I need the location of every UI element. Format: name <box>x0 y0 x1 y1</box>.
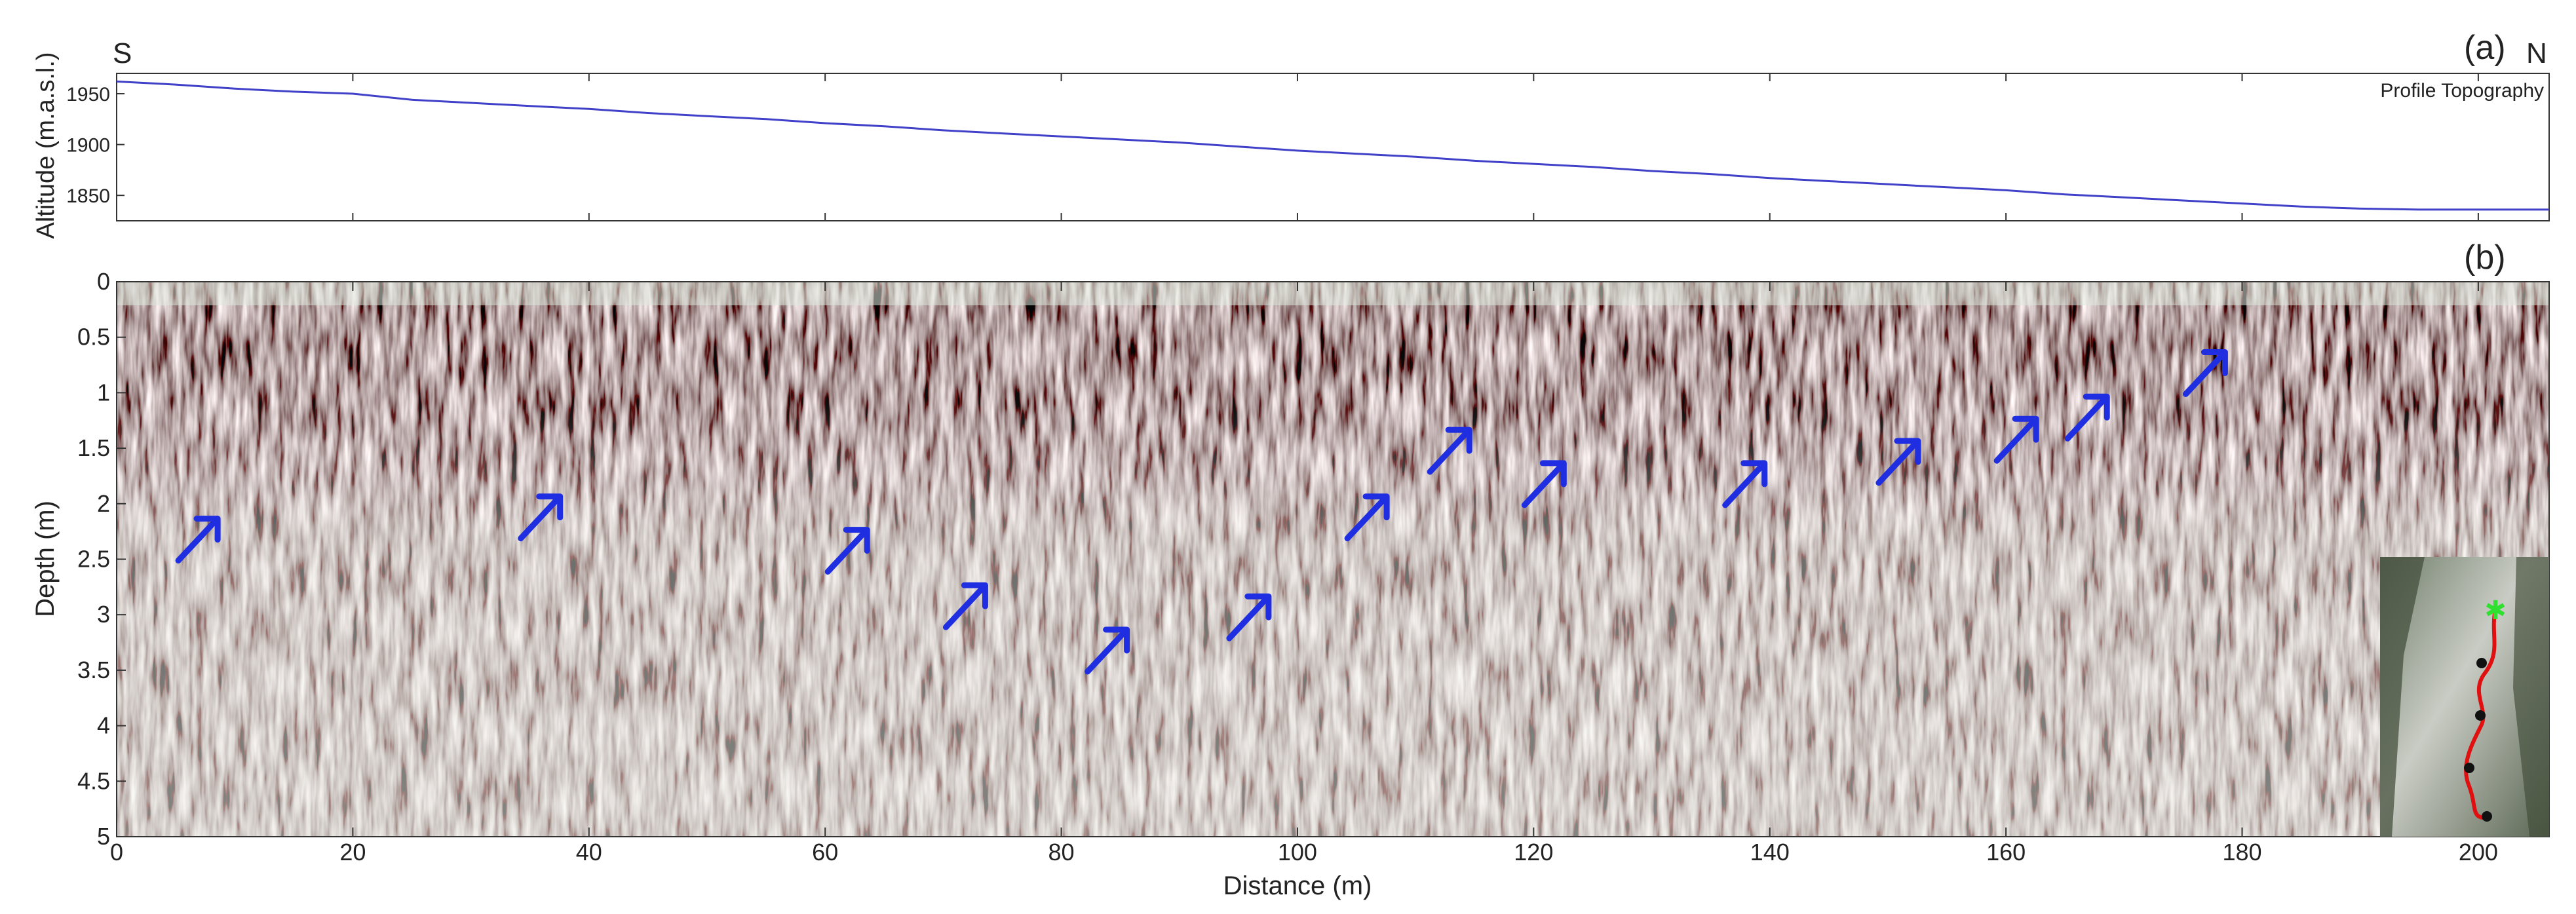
topography-axes-frame <box>116 73 2550 221</box>
gpr-y-tick-label: 4 <box>97 712 110 739</box>
gpr-y-tick-label: 5 <box>97 823 110 850</box>
reflector-arrow-icon <box>1427 427 1472 475</box>
direction-north-label: N <box>2526 37 2547 69</box>
reflector-arrow-head <box>1244 593 1272 620</box>
inset-vegetation-right <box>2513 557 2549 837</box>
gpr-x-tick-label: 140 <box>1750 839 1790 866</box>
gpr-x-tick-label: 200 <box>2459 839 2498 866</box>
reflector-arrow-icon <box>942 582 988 630</box>
topography-ticks: 1850 1900 1950 <box>66 73 2479 221</box>
reflector-arrow-head <box>193 516 221 543</box>
reflector-arrow-icon <box>1085 626 1130 675</box>
reflector-arrow-shaft <box>1085 628 1129 675</box>
reflector-arrow-icon <box>1722 460 1768 508</box>
panel-b-label: (b) <box>2464 238 2506 276</box>
gpr-x-tick-label: 120 <box>1514 839 1553 866</box>
inset-start-star-icon: ✱ <box>2484 596 2507 626</box>
reflector-arrow-head <box>2012 415 2039 443</box>
reflector-arrow-head <box>1539 460 1567 487</box>
reflector-arrow-icon <box>1344 493 1390 542</box>
direction-south-label: S <box>113 37 132 69</box>
gpr-x-tick-label: 180 <box>2222 839 2261 866</box>
reflector-arrow-head <box>1103 626 1130 654</box>
topography-y-tick-label: 1950 <box>66 84 110 105</box>
gpr-x-tick-label: 100 <box>1278 839 1317 866</box>
gpr-y-tick-label: 1 <box>97 379 110 406</box>
reflector-arrow-shaft <box>1344 495 1389 542</box>
reflector-arrow-head <box>1362 493 1390 521</box>
topography-lines <box>117 80 2549 211</box>
gpr-surface-band <box>117 282 2549 305</box>
reflector-arrow-shaft <box>1521 461 1566 508</box>
reflector-arrow-icon <box>2064 393 2110 442</box>
topography-y-tick-label: 1900 <box>66 135 110 157</box>
altitude-axis-label: Altitude (m.a.s.l.) <box>32 52 60 238</box>
inset-marker <box>2476 658 2487 668</box>
reflector-arrow-head <box>843 527 870 554</box>
gpr-y-tick-label: 2.5 <box>77 546 110 573</box>
reflector-arrow-shaft <box>2182 351 2227 397</box>
topography-panel: S N (a) Profile Topography Altitude (m.a… <box>32 29 2550 239</box>
gpr-ticks: 0 20 40 60 80 100 120 140 160 180 200 0 0.5 1 1.5 2 2.5 3… <box>77 268 2498 866</box>
inset-vegetation <box>2380 557 2425 837</box>
reflector-arrow-shaft <box>518 495 562 542</box>
reflector-arrow-shaft <box>2064 394 2109 442</box>
gpr-y-tick-label: 4.5 <box>77 767 110 794</box>
gpr-x-tick-label: 160 <box>1986 839 2026 866</box>
location-inset-map: ✱ <box>2380 557 2549 837</box>
topography-y-tick-label: 1850 <box>66 185 110 207</box>
panel-a-label: (a) <box>2464 29 2506 67</box>
reflector-arrow-icon <box>1993 415 2039 464</box>
gpr-x-tick-label: 80 <box>1048 839 1075 866</box>
reflector-arrows <box>175 349 2228 675</box>
gpr-y-tick-label: 3.5 <box>77 657 110 683</box>
reflector-arrow-shaft <box>1993 417 2038 464</box>
reflector-arrow-shaft <box>1722 461 1767 508</box>
reflector-arrow-shaft <box>175 517 220 564</box>
gpr-x-tick-label: 40 <box>576 839 602 866</box>
gpr-panel: (b) 0 20 40 60 80 100 120 140 160 180 200 0 0.5 1 1.5 2… <box>31 238 2550 900</box>
distance-axis-label: Distance (m) <box>1223 871 1372 900</box>
reflector-arrow-shaft <box>1427 428 1471 475</box>
reflector-arrow-head <box>2201 349 2228 376</box>
gpr-y-tick-label: 1.5 <box>77 434 110 461</box>
gpr-y-tick-label: 0 <box>97 268 110 295</box>
reflector-arrow-head <box>2083 393 2110 421</box>
reflector-arrow-icon <box>1875 438 1921 486</box>
inset-marker <box>2475 710 2486 721</box>
inset-profile-track <box>2464 609 2497 820</box>
depth-axis-label: Depth (m) <box>31 501 60 617</box>
reflector-arrow-head <box>536 493 564 521</box>
reflector-arrow-icon <box>175 516 221 564</box>
reflector-arrow-icon <box>1226 593 1272 641</box>
reflector-arrow-head <box>961 582 988 609</box>
gpr-x-tick-label: 0 <box>110 839 123 866</box>
gpr-y-tick-label: 3 <box>97 601 110 628</box>
reflector-arrow-shaft <box>824 528 869 575</box>
reflector-arrow-icon <box>1521 460 1567 508</box>
reflector-arrow-shaft <box>942 583 987 630</box>
reflector-arrow-icon <box>824 527 870 575</box>
reflector-arrow-icon <box>2182 349 2228 397</box>
reflector-arrow-icon <box>518 493 564 542</box>
inset-marker <box>2464 763 2474 773</box>
topography-legend: Profile Topography <box>2380 80 2544 102</box>
inset-marker <box>2482 811 2492 822</box>
topography-series-line <box>117 80 2549 211</box>
gpr-x-tick-label: 20 <box>339 839 366 866</box>
reflector-arrow-shaft <box>1875 439 1920 486</box>
gpr-y-tick-label: 2 <box>97 490 110 517</box>
gpr-x-tick-label: 60 <box>812 839 838 866</box>
reflector-arrow-head <box>1740 460 1768 487</box>
reflector-arrow-head <box>1894 438 1921 465</box>
gpr-y-tick-label: 0.5 <box>77 324 110 351</box>
reflector-arrow-head <box>1445 427 1472 454</box>
reflector-arrow-shaft <box>1226 594 1271 641</box>
gpr-depth-attenuation <box>117 282 2549 837</box>
